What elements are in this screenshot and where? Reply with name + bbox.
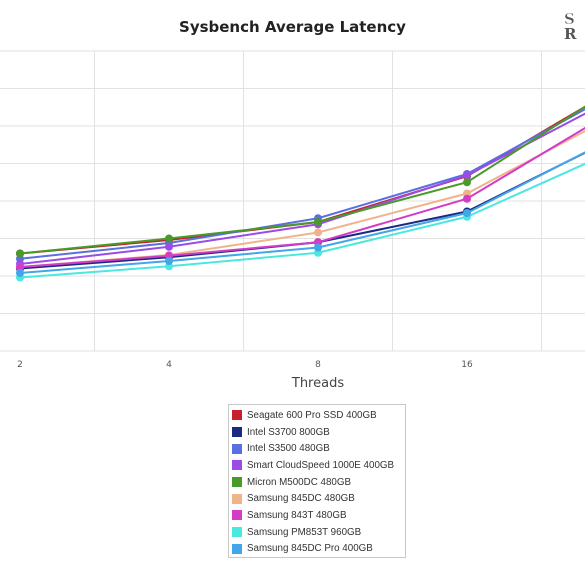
series-layer: [16, 105, 585, 282]
legend-swatch: [232, 427, 242, 438]
legend-label: Seagate 600 Pro SSD 400GB: [247, 409, 377, 421]
x-tick-label: 8: [315, 360, 321, 370]
plot-area: 2481632: [0, 50, 585, 370]
data-point: [165, 234, 173, 243]
legend-label: Micron M500DC 480GB: [247, 476, 351, 488]
legend-label: Intel S3700 800GB: [247, 426, 330, 438]
legend-item: Samsung PM853T 960GB: [232, 524, 405, 541]
legend-item: Intel S3500 480GB: [232, 440, 405, 457]
legend-swatch: [232, 443, 242, 454]
data-point: [165, 242, 173, 251]
legend-swatch: [232, 527, 242, 538]
legend-swatch: [232, 460, 242, 471]
legend-swatch: [232, 493, 242, 504]
data-point: [463, 194, 471, 203]
legend-label: Samsung 843T 480GB: [247, 509, 347, 521]
series-0: [16, 105, 585, 258]
series-line: [19, 105, 585, 255]
legend-item: Smart CloudSpeed 1000E 400GB: [232, 457, 405, 474]
x-tick-label: 4: [166, 360, 172, 370]
data-point: [463, 171, 471, 180]
data-point: [463, 178, 471, 187]
data-point: [314, 218, 322, 226]
svg-text:S: S: [564, 10, 575, 28]
legend-label: Samsung 845DC Pro 400GB: [247, 543, 373, 555]
series-line: [19, 112, 585, 265]
x-tick-labels: 2481632: [17, 360, 473, 370]
legend-label: Samsung PM853T 960GB: [247, 526, 362, 538]
legend-label: Smart CloudSpeed 1000E 400GB: [247, 459, 395, 471]
legend-label: Intel S3500 480GB: [247, 443, 330, 455]
legend-swatch: [232, 510, 242, 521]
series-4: [16, 105, 585, 258]
data-point: [463, 209, 471, 217]
legend-swatch: [232, 543, 242, 554]
x-axis-label: Threads: [291, 376, 345, 391]
x-tick-label: 16: [461, 360, 473, 370]
legend-item: Intel S3700 800GB: [232, 424, 405, 441]
data-point: [16, 263, 24, 271]
data-point: [165, 257, 173, 265]
series-line: [19, 105, 585, 255]
legend-item: Seagate 600 Pro SSD 400GB: [232, 407, 405, 424]
legend-swatch: [232, 477, 242, 488]
data-point: [16, 269, 24, 277]
svg-text:R: R: [564, 25, 577, 42]
legend: Seagate 600 Pro SSD 400GB Intel S3700 800…: [228, 404, 406, 558]
data-point: [314, 243, 322, 252]
legend-item: Samsung 843T 480GB: [232, 507, 405, 524]
legend-item: Samsung 845DC Pro 400GB: [232, 541, 405, 558]
series-line: [19, 162, 585, 279]
series-line: [19, 126, 585, 268]
chart-title: Sysbench Average Latency: [179, 18, 406, 36]
legend-item: Samsung 845DC 480GB: [232, 490, 405, 507]
grid-layer: [0, 50, 585, 352]
x-tick-label: 2: [17, 360, 23, 370]
data-point: [314, 228, 322, 237]
series-3: [16, 112, 585, 268]
site-logo-icon: S R: [564, 10, 577, 42]
data-point: [16, 249, 24, 258]
legend-swatch: [232, 410, 242, 421]
legend-item: Micron M500DC 480GB: [232, 474, 405, 491]
legend-label: Samsung 845DC 480GB: [247, 493, 355, 505]
series-8: [16, 151, 585, 277]
